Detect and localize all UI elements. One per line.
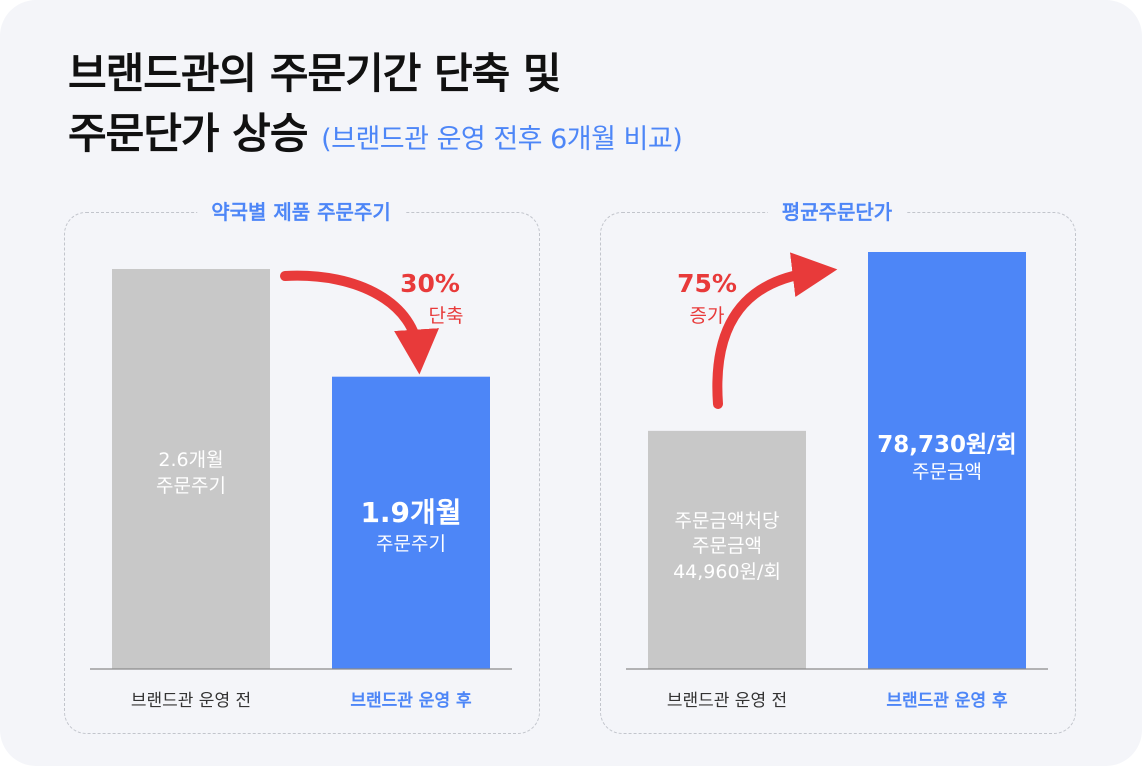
title-line-1: 브랜드관의 주문기간 단축 및: [68, 49, 562, 98]
avg-price-bar-after-value: 78,730원/회: [877, 432, 1016, 458]
avg-price-bar-before-prefix: 주문금액처당: [675, 510, 780, 532]
order-cycle-down-arrow: [280, 270, 439, 375]
order-cycle-annotation-value: 30%: [400, 269, 460, 298]
panel-title-order-cycle: 약국별 제품 주문주기: [197, 196, 405, 228]
title-line-2: 주문단가 상승 (브랜드관 운영 전후 6개월 비교): [68, 104, 683, 170]
avg-price-annotation-caption: 증가: [690, 305, 725, 327]
order-cycle-bar-after-value: 1.9개월: [360, 496, 461, 529]
avg-price-bar-after: [868, 252, 1026, 669]
order-cycle-bar-before: [112, 269, 270, 669]
order-cycle-bar-after-caption: 주문주기: [376, 533, 446, 555]
title-line-2-text: 주문단가 상승: [68, 109, 308, 158]
title-subtitle: (브랜드관 운영 전후 6개월 비교): [321, 124, 683, 155]
avg-price-category-label-before: 브랜드관 운영 전: [667, 691, 787, 711]
order-cycle-bar-after: [332, 376, 490, 669]
order-cycle-category-label-before: 브랜드관 운영 전: [131, 691, 251, 711]
avg-price-category-label-after: 브랜드관 운영 후: [886, 690, 1008, 711]
order-cycle-category-label-after: 브랜드관 운영 후: [350, 690, 472, 711]
avg-price-annotation-value: 75%: [677, 269, 737, 298]
avg-price-bar-before-value: 44,960원/회: [673, 561, 781, 583]
avg-price-up-arrow: [712, 252, 838, 409]
avg-price-bar-before: [648, 430, 806, 669]
order-cycle-bar-before-caption: 주문주기: [156, 475, 226, 497]
avg-price-bar-after-caption: 주문금액: [912, 461, 982, 483]
page-title: 브랜드관의 주문기간 단축 및 주문단가 상승 (브랜드관 운영 전후 6개월 …: [68, 44, 683, 170]
avg-price-bar-before-caption: 주문금액: [692, 535, 762, 557]
order-cycle-annotation-caption: 단축: [429, 305, 464, 327]
panel-title-avg-price: 평균주문단가: [767, 196, 907, 228]
order-cycle-bar-before-value: 2.6개월: [158, 449, 223, 471]
